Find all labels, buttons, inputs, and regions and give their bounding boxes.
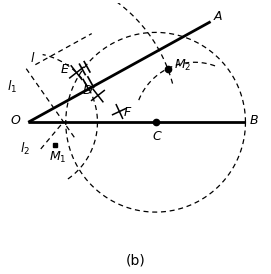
Text: $D$: $D$ [82, 84, 93, 97]
Text: $B$: $B$ [249, 115, 259, 127]
Text: $O$: $O$ [11, 115, 22, 127]
Text: $A$: $A$ [214, 10, 224, 23]
Text: (b): (b) [126, 253, 145, 267]
Text: $C$: $C$ [151, 130, 162, 144]
Text: $l$: $l$ [30, 51, 36, 65]
Text: $M_1$: $M_1$ [49, 150, 66, 165]
Text: $M_2$: $M_2$ [174, 58, 191, 73]
Text: $l_2$: $l_2$ [21, 141, 31, 157]
Text: $E$: $E$ [60, 64, 70, 76]
Text: $l_1$: $l_1$ [7, 79, 17, 95]
Text: $F$: $F$ [123, 106, 132, 119]
